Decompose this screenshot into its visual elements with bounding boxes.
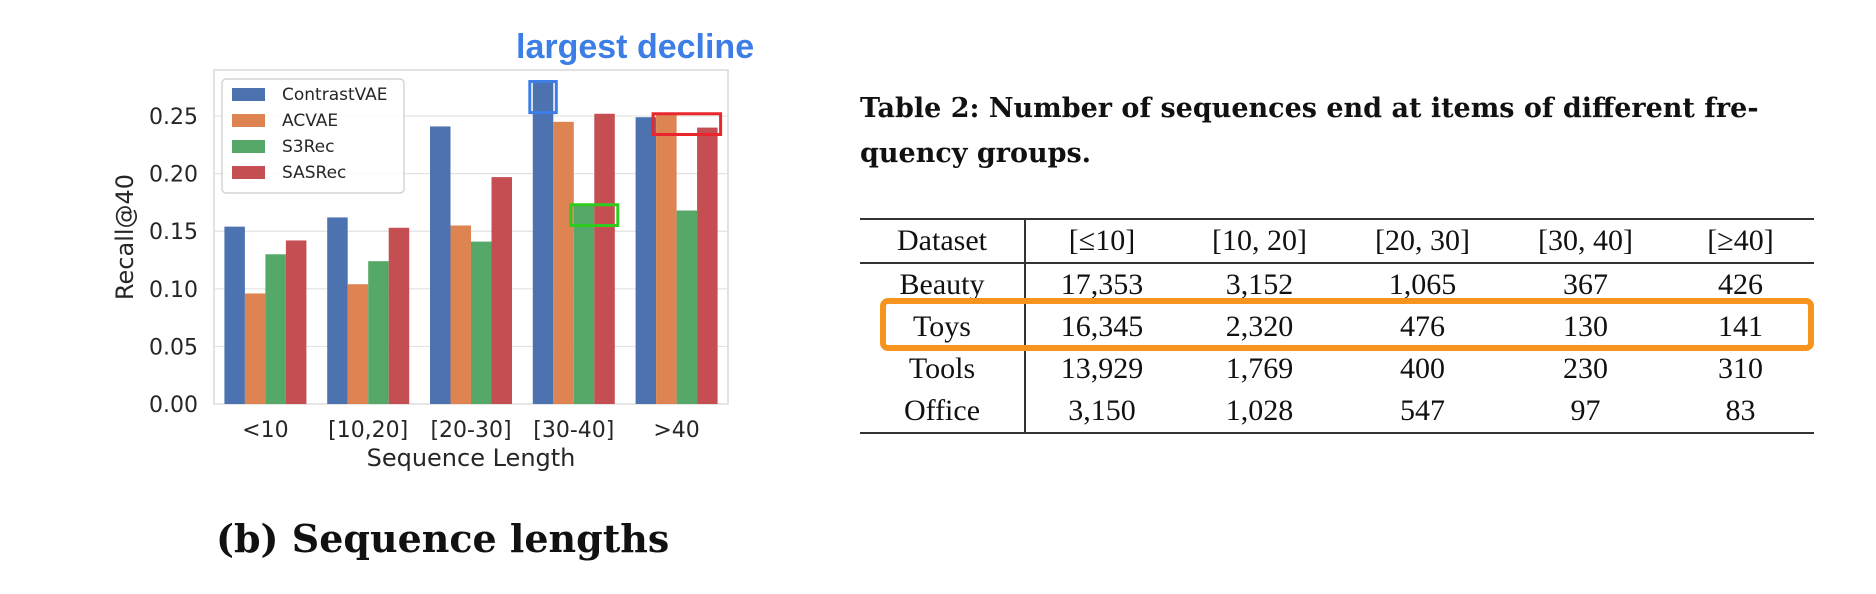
bars xyxy=(224,82,718,405)
cell: 1,028 xyxy=(1225,394,1294,427)
cell: 547 xyxy=(1400,394,1445,427)
header-10-20: [10, 20] xyxy=(1212,224,1307,257)
bar-contrastvae-1 xyxy=(327,217,348,404)
x-tick-label: [30-40] xyxy=(533,418,614,443)
table-row: Tools 13,929 1,769 400 230 310 xyxy=(860,348,1814,390)
annotation-largest-decline: largest decline xyxy=(516,28,755,66)
highlight-box-[30-40] xyxy=(528,80,558,115)
cell: 230 xyxy=(1563,352,1608,385)
header-20-30: [20, 30] xyxy=(1375,224,1470,257)
legend-label-contrastvae: ContrastVAE xyxy=(282,85,388,105)
legend-swatch-acvae xyxy=(232,114,265,127)
cell-dataset: Office xyxy=(860,390,1026,433)
y-tick-labels: 0.00 0.05 0.10 0.15 0.20 0.25 xyxy=(149,105,198,418)
highlight-box->40 xyxy=(651,112,723,136)
bar-acvae-1 xyxy=(347,284,369,404)
bar-contrastvae-4 xyxy=(635,117,657,404)
bar-acvae-3 xyxy=(553,121,574,405)
cell: 1,769 xyxy=(1225,352,1294,385)
table-row-highlighted: Toys 16,345 2,320 476 130 141 xyxy=(860,306,1814,348)
cell: 3,150 xyxy=(1068,394,1136,427)
table-row-highlight-box xyxy=(880,298,1814,351)
highlight-box-[30-40] xyxy=(569,203,620,227)
bar-s3rec-2 xyxy=(471,241,492,404)
cell: 367 xyxy=(1563,268,1608,301)
cell-dataset: Tools xyxy=(860,348,1026,390)
y-tick-label: 0.20 xyxy=(149,163,198,188)
bar-sasrec-2 xyxy=(491,177,512,404)
x-tick-labels: <10 [10,20] [20-30] [30-40] >40 xyxy=(242,418,700,443)
bar-acvae-2 xyxy=(450,225,471,404)
y-tick-label: 0.00 xyxy=(149,393,198,418)
y-tick-label: 0.15 xyxy=(149,220,198,245)
cell: 2,320 xyxy=(1225,310,1294,343)
y-tick-label: 0.10 xyxy=(149,278,198,303)
bar-contrastvae-2 xyxy=(430,126,451,405)
bar-acvae-0 xyxy=(244,293,266,404)
header-30-40: [30, 40] xyxy=(1538,224,1633,257)
legend-label-s3rec: S3Rec xyxy=(282,137,334,157)
bar-contrastvae-0 xyxy=(224,226,245,404)
legend-swatch-sasrec xyxy=(232,166,265,179)
legend-swatch-contrastvae xyxy=(232,88,265,101)
cell: 1,065 xyxy=(1388,268,1457,301)
cell: 97 xyxy=(1570,394,1601,427)
cell: 426 xyxy=(1718,268,1763,301)
bar-sasrec-1 xyxy=(388,227,410,404)
cell: 3,152 xyxy=(1225,268,1294,301)
bar-s3rec-0 xyxy=(265,254,286,404)
cell: 130 xyxy=(1563,310,1608,343)
table-container: Dataset [≤10] [10, 20] [20, 30] [30, 40]… xyxy=(860,218,1814,434)
header-dataset: Dataset xyxy=(860,219,1026,263)
bar-sasrec-4 xyxy=(697,127,718,404)
x-tick-label: <10 xyxy=(242,418,288,443)
cell: 310 xyxy=(1718,352,1763,385)
legend-swatch-s3rec xyxy=(232,140,265,153)
sequence-count-table: Dataset [≤10] [10, 20] [20, 30] [30, 40]… xyxy=(860,218,1814,434)
bar-acvae-4 xyxy=(656,113,677,405)
bar-sasrec-3 xyxy=(594,113,615,405)
table-caption: Table 2: Number of sequences end at item… xyxy=(860,93,1759,169)
y-tick-label: 0.25 xyxy=(149,105,198,130)
cell: 83 xyxy=(1725,394,1756,427)
cell: 13,929 xyxy=(1060,352,1144,385)
x-axis-label: Sequence Length xyxy=(367,444,576,472)
table-header-row: Dataset [≤10] [10, 20] [20, 30] [30, 40]… xyxy=(860,219,1814,263)
bar-s3rec-3 xyxy=(573,205,595,404)
x-tick-label: [20-30] xyxy=(430,418,511,443)
header-ge40: [≥40] xyxy=(1707,224,1774,257)
bar-s3rec-4 xyxy=(676,210,698,404)
x-tick-label: >40 xyxy=(653,418,699,443)
cell-dataset: Toys xyxy=(860,306,1026,348)
bar-s3rec-1 xyxy=(368,261,389,404)
legend-label-acvae: ACVAE xyxy=(282,111,338,131)
cell: 141 xyxy=(1718,310,1763,343)
cell: 400 xyxy=(1400,352,1445,385)
bar-sasrec-0 xyxy=(285,240,307,404)
legend-label-sasrec: SASRec xyxy=(282,163,346,183)
bar-contrastvae-3 xyxy=(532,82,554,404)
legend: ContrastVAE ACVAE S3Rec SASRec xyxy=(221,78,405,194)
figure-caption: (b) Sequence lengths xyxy=(216,516,670,561)
cell: 476 xyxy=(1400,310,1445,343)
bar-chart: 0.00 0.05 0.10 0.15 0.20 0.25 <10 [10,20] [20-3… xyxy=(111,69,729,472)
table-row: Office 3,150 1,028 547 97 83 xyxy=(860,390,1814,433)
x-tick-label: [10,20] xyxy=(328,418,408,443)
cell: 16,345 xyxy=(1060,310,1144,343)
highlight-boxes xyxy=(528,80,723,227)
legend-box xyxy=(221,78,405,194)
y-tick-label: 0.05 xyxy=(149,335,198,360)
y-axis-label: Recall@40 xyxy=(111,174,139,300)
header-le10: [≤10] xyxy=(1068,224,1136,257)
cell: 17,353 xyxy=(1060,268,1144,301)
